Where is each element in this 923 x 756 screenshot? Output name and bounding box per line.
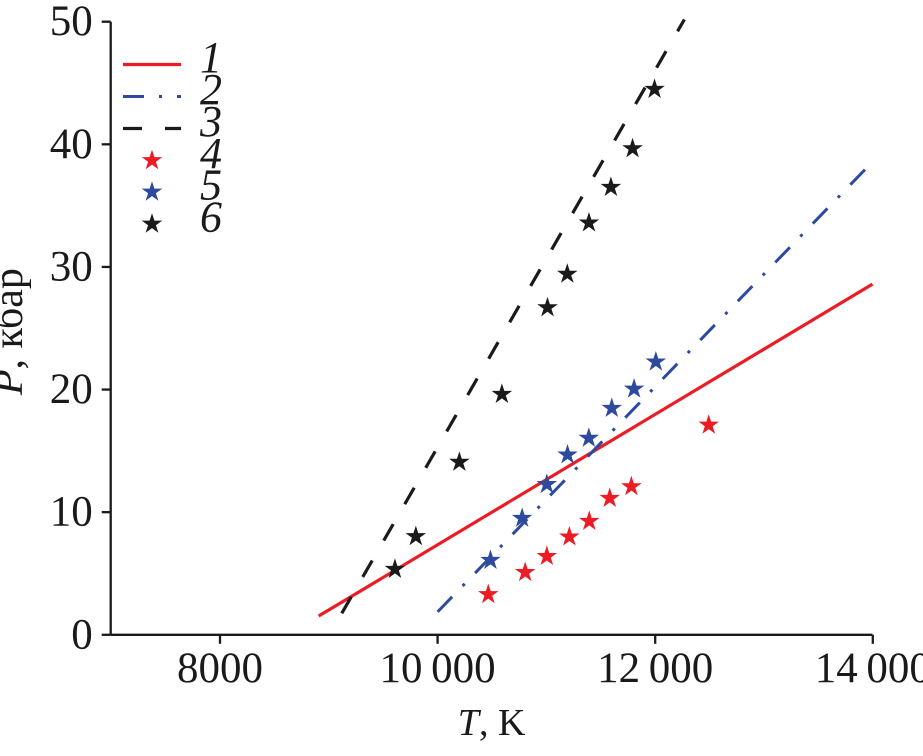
svg-text:6: 6 <box>200 193 222 242</box>
svg-text:10 000: 10 000 <box>380 645 496 692</box>
svg-text:P, кбар: P, кбар <box>0 268 32 396</box>
svg-text:10: 10 <box>50 489 93 536</box>
svg-text:8000: 8000 <box>177 645 263 692</box>
svg-text:30: 30 <box>50 243 93 290</box>
svg-text:40: 40 <box>50 121 93 168</box>
svg-text:T, K: T, K <box>458 702 526 744</box>
svg-text:14 000: 14 000 <box>815 645 923 692</box>
svg-text:20: 20 <box>50 366 93 413</box>
svg-text:50: 50 <box>50 0 93 45</box>
svg-text:12 000: 12 000 <box>597 645 713 692</box>
svg-text:0: 0 <box>71 611 93 658</box>
